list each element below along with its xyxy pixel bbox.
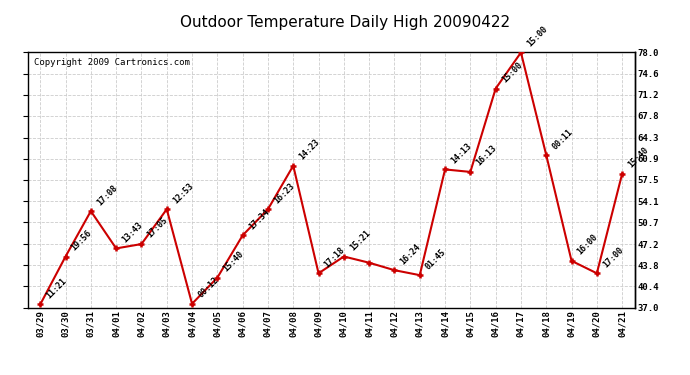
Text: 14:13: 14:13 [449, 141, 473, 165]
Text: 19:56: 19:56 [70, 228, 94, 252]
Text: 16:24: 16:24 [399, 242, 423, 266]
Text: 15:40: 15:40 [221, 249, 246, 273]
Text: 15:21: 15:21 [348, 228, 372, 252]
Text: 15:00: 15:00 [500, 60, 524, 84]
Text: 16:13: 16:13 [475, 144, 499, 168]
Text: 17:05: 17:05 [146, 216, 170, 240]
Text: 17:34: 17:34 [247, 207, 271, 231]
Text: 11:21: 11:21 [44, 276, 68, 300]
Text: 14:23: 14:23 [297, 138, 322, 162]
Text: Outdoor Temperature Daily High 20090422: Outdoor Temperature Daily High 20090422 [180, 15, 510, 30]
Text: 17:00: 17:00 [601, 245, 625, 269]
Text: 16:00: 16:00 [575, 232, 600, 256]
Text: 15:40: 15:40 [627, 146, 651, 170]
Text: 17:08: 17:08 [95, 183, 119, 207]
Text: 17:18: 17:18 [323, 245, 347, 269]
Text: Copyright 2009 Cartronics.com: Copyright 2009 Cartronics.com [34, 58, 190, 67]
Text: 00:12: 00:12 [196, 276, 220, 300]
Text: 12:53: 12:53 [171, 181, 195, 205]
Text: 15:00: 15:00 [525, 24, 549, 48]
Text: 16:23: 16:23 [272, 181, 296, 205]
Text: 13:43: 13:43 [120, 220, 144, 244]
Text: 01:45: 01:45 [424, 247, 448, 271]
Text: 00:11: 00:11 [551, 127, 575, 151]
